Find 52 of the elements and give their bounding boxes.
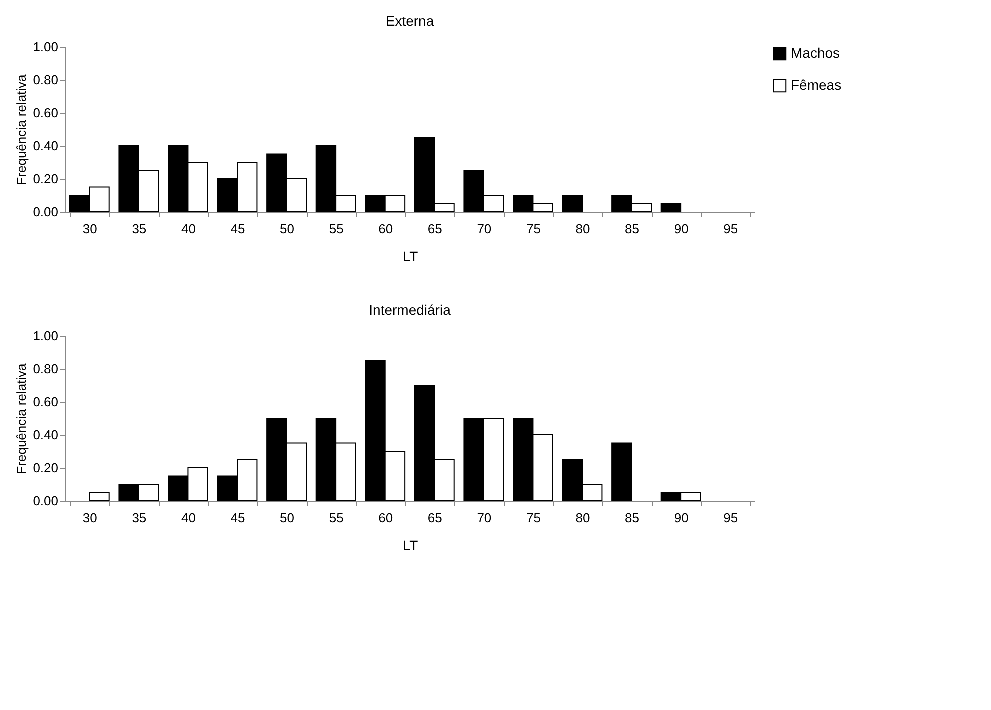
y-tick-label: 0.20 — [33, 172, 58, 186]
x-tick-label: 95 — [724, 222, 738, 236]
y-tick-label: 1.00 — [33, 40, 58, 54]
y-tick-label: 0.60 — [33, 394, 58, 410]
y-tick-label: 0.80 — [33, 72, 58, 88]
x-tick-label: 45 — [230, 222, 246, 236]
y-tick-label: 0.00 — [33, 494, 58, 508]
x-tick-label: 30 — [82, 222, 98, 236]
bar — [562, 195, 583, 212]
y-tick-label: 1.00 — [33, 328, 58, 344]
x-tick-label: 80 — [576, 222, 590, 236]
chart-title: Externa — [386, 13, 434, 29]
y-axis-title: Frequência relativa — [14, 362, 30, 474]
bar — [612, 442, 632, 502]
x-axis-title: LT — [402, 248, 419, 264]
x-tick-label: 30 — [82, 510, 98, 526]
x-tick-label: 70 — [477, 510, 492, 526]
y-tick-label: 0.20 — [33, 460, 58, 476]
x-tick-label: 90 — [674, 510, 689, 526]
y-tick-label: 0.40 — [33, 138, 58, 154]
legend-label: Fêmeas — [791, 77, 842, 93]
x-tick-label: 35 — [132, 222, 147, 236]
x-tick-label: 40 — [181, 222, 196, 236]
x-tick-label: 80 — [576, 510, 590, 526]
chart-title: Intermediária — [369, 302, 452, 318]
y-axis-title: Frequência relativa — [14, 74, 30, 186]
bar — [89, 492, 110, 502]
x-tick-label: 85 — [625, 510, 640, 526]
x-tick-label: 65 — [428, 222, 442, 236]
x-tick-label: 45 — [230, 510, 246, 526]
x-tick-label: 75 — [526, 510, 541, 526]
x-axis-title: LT — [402, 538, 419, 554]
x-tick-label: 55 — [329, 510, 344, 526]
x-tick-label: 60 — [378, 510, 394, 526]
x-tick-label: 70 — [477, 222, 492, 236]
x-tick-label: 60 — [378, 222, 394, 236]
y-tick-label: 0.40 — [33, 428, 58, 442]
x-tick-label: 85 — [625, 222, 640, 236]
x-tick-label: 50 — [280, 222, 295, 236]
y-tick-label: 0.00 — [33, 204, 58, 220]
x-tick-label: 65 — [428, 510, 442, 526]
x-tick-label: 95 — [724, 510, 738, 526]
x-tick-label: 90 — [674, 222, 689, 236]
bar — [660, 203, 682, 212]
x-tick-label: 55 — [329, 222, 344, 236]
y-tick-label: 0.80 — [33, 362, 58, 376]
x-tick-label: 50 — [280, 510, 295, 526]
x-tick-label: 35 — [132, 510, 147, 526]
x-tick-label: 40 — [181, 510, 196, 526]
legend-label: Machos — [791, 45, 840, 61]
x-tick-label: 75 — [526, 222, 541, 236]
y-tick-label: 0.60 — [33, 106, 58, 120]
